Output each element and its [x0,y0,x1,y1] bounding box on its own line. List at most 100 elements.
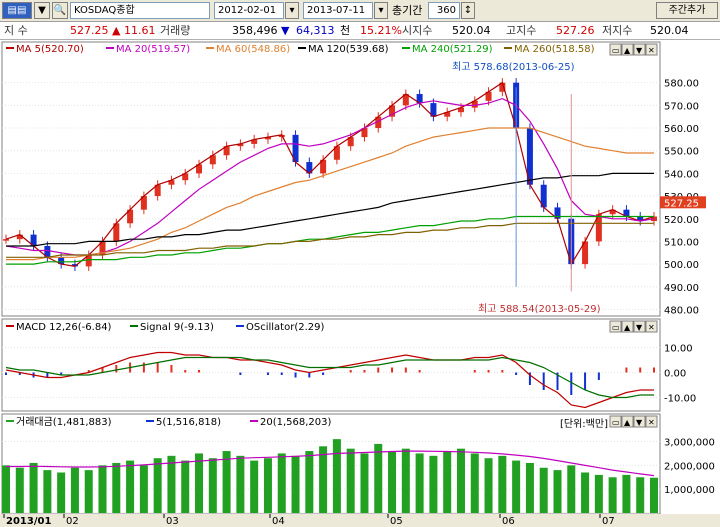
candle-body [251,139,258,144]
index-value: 527.25 [70,24,109,37]
price-panel-control-button[interactable] [645,43,658,56]
candle-body [499,82,506,92]
price-series-line-ma20 [5,97,655,256]
volume-pct: 15.21% [360,24,402,37]
start-date-spin-icon[interactable]: ▾ [285,2,299,19]
volume-bar [401,448,410,513]
period-spin-icon[interactable]: ↕ [461,2,475,19]
price-panel-control-icon: ▭ [612,46,620,55]
price-legend-label: MA 20(519.57) [116,44,190,55]
price-y-tick-label: 560.00 [664,124,699,135]
candle-body [113,223,120,242]
high-value: 527.26 [556,24,595,37]
volume-y-tick-label: 2,000,000 [664,461,715,472]
volume-bar [512,460,521,513]
candle-body [457,107,464,113]
macd-series-line-signal [5,356,654,399]
price-panel-control-button[interactable] [621,43,634,56]
price-legend-label: MA 120(539.68) [308,44,389,55]
candle-body [471,100,478,108]
volume-bar [608,477,617,513]
volume-bar [153,458,162,513]
volume-panel-control-button[interactable] [609,415,622,428]
price-legend-label: MA 5(520.70) [16,44,84,55]
macd-panel-control-button[interactable] [609,320,622,333]
price-series-line-ma60 [6,127,654,261]
macd-panel-control-button[interactable] [633,320,646,333]
end-date-input[interactable]: 2013-07-11 [303,2,373,19]
candle-body [85,255,92,267]
volume-bar [208,458,217,513]
index-label: 지 수 [4,24,28,37]
candle-body [320,159,327,174]
macd-panel-control-button[interactable] [621,320,634,333]
price-panel-control-button[interactable] [609,43,622,56]
volume-bar [525,462,534,513]
price-y-tick-label: 500.00 [664,260,699,271]
volume-bar [291,455,300,513]
volume-panel-control-button[interactable] [645,415,658,428]
volume-bar [374,443,383,513]
volume-bar [581,472,590,513]
search-icon[interactable]: 🔍 [52,2,68,19]
volume-panel-control-button[interactable] [621,415,634,428]
dropdown-arrow-icon[interactable]: ▼ [34,2,50,19]
period-input[interactable]: 360 [428,2,460,19]
info-bar: 지 수 527.25 ▲ 11.61 거래량 358,496 ▼ 64,313 … [0,22,720,40]
candle-body [140,196,147,210]
price-legend-label: MA 260(518.58) [514,44,595,55]
open-value: 520.04 [452,24,491,37]
volume-bar [112,462,121,513]
price-panel-control-icon: ▼ [636,46,643,55]
candle-body [333,146,340,160]
volume-bar [388,451,397,513]
volume-bar [346,448,355,513]
volume-bar [539,467,548,513]
price-panel [1,41,661,317]
macd-legend-label: Signal 9(-9.13) [140,322,214,333]
volume-bar [98,465,107,513]
candle-body [44,245,51,258]
x-axis-label: 07 [602,516,615,527]
volume-unit-label: [단위:백만] [560,417,608,430]
price-y-tick-label: 510.00 [664,237,699,248]
volume-bar [567,465,576,513]
volume-panel-control-button[interactable] [633,415,646,428]
candle-body [154,184,161,197]
end-date-spin-icon[interactable]: ▾ [374,2,388,19]
volume-bar [332,439,341,513]
x-axis-label: 02 [66,516,79,527]
candle-body [637,216,644,222]
macd-panel-control-button[interactable] [645,320,658,333]
candle-body [526,128,533,185]
volume-panel-control-icon: ✕ [648,418,655,427]
volume-bar [126,460,135,513]
candle-body [430,103,437,117]
volume-bar [57,472,66,513]
market-selector-button[interactable]: ▤▤ [2,2,32,19]
volume-bar [2,465,10,513]
volume-panel [1,413,661,515]
code-input[interactable]: KOSDAQ종합 [70,2,210,19]
volume-bar [139,465,148,513]
x-axis-label: 04 [272,516,285,527]
candle-body [237,143,244,147]
candle-body [3,239,9,241]
x-axis-label: 2013/01 [6,516,51,527]
volume-panel-control-icon: ▲ [624,418,631,427]
volume-bar [70,467,79,513]
start-date-input[interactable]: 2012-02-01 [214,2,284,19]
price-y-tick-label: 570.00 [664,101,699,112]
macd-y-tick-label: 10.00 [664,344,693,355]
candle-body [71,264,78,267]
price-panel-control-icon: ▲ [624,46,631,55]
volume-ma20-line [6,450,655,477]
volume-bar [181,460,190,513]
weekly-add-button[interactable]: 주간추가 [656,2,718,19]
volume-bar [84,470,93,513]
toolbar: ▤▤ ▼ 🔍 KOSDAQ종합 2012-02-01 ▾ 2013-07-11 … [0,0,720,22]
candle-body [651,216,657,222]
period-label: 총기간 [392,4,423,17]
price-panel-control-button[interactable] [633,43,646,56]
volume-bar [456,448,465,513]
